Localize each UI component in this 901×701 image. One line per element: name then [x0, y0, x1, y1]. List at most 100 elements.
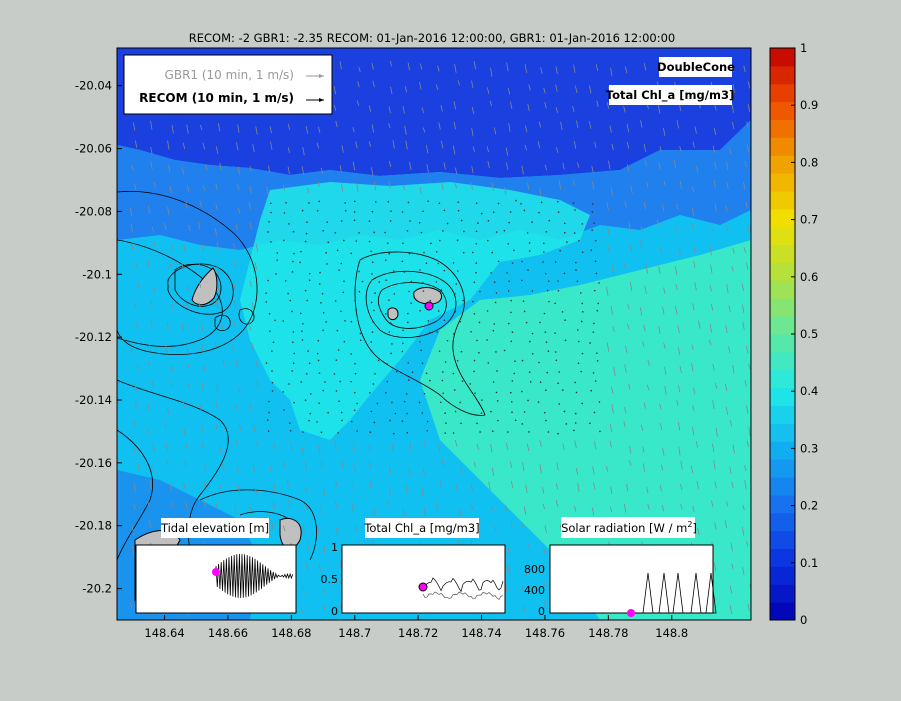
vector-arrow: [320, 505, 323, 514]
vector-dot: [548, 300, 550, 303]
vector-dot: [282, 391, 284, 393]
vector-arrow: [691, 344, 694, 351]
vector-arrow: [544, 525, 547, 533]
vector-dot: [593, 222, 595, 224]
vector-arrow: [133, 503, 136, 510]
vector-arrow: [606, 342, 610, 352]
vector-arrow: [388, 181, 391, 189]
vector-arrow: [730, 542, 733, 552]
vector-arrow: [659, 485, 662, 492]
vector-arrow: [624, 407, 627, 413]
vector-arrow: [543, 87, 546, 94]
vector-dot: [354, 372, 357, 375]
vector-arrow: [712, 400, 715, 409]
vector-arrow: [215, 146, 219, 154]
vector-arrow: [169, 261, 172, 268]
vector-arrow: [505, 147, 509, 156]
vector-dot: [437, 310, 440, 312]
vector-dot: [546, 371, 549, 374]
vector-dot: [545, 419, 547, 422]
vector-dot: [593, 411, 596, 414]
vector-dot: [266, 419, 269, 421]
y-tick-label: -20.2: [82, 582, 112, 596]
vector-dot: [358, 232, 360, 234]
vector-dot: [442, 371, 444, 373]
vector-arrow: [339, 605, 343, 611]
vector-dot: [327, 411, 329, 414]
vector-dot: [475, 230, 478, 233]
tidal-current-marker: [212, 568, 220, 576]
vector-dot: [306, 299, 308, 302]
vector-dot: [358, 270, 360, 273]
vector-arrow: [187, 363, 190, 369]
vector-arrow: [368, 141, 372, 147]
vector-dot: [513, 249, 515, 252]
vector-dot: [443, 319, 446, 322]
vector-arrow: [562, 443, 565, 451]
vector-dot: [580, 370, 583, 373]
vector-arrow: [440, 104, 443, 112]
vector-dot: [320, 302, 322, 304]
vector-arrow: [628, 222, 631, 232]
vector-dot: [291, 271, 294, 273]
vector-arrow: [273, 483, 276, 493]
vector-dot: [299, 261, 301, 264]
vector-dot: [473, 359, 476, 362]
vector-arrow: [322, 587, 326, 593]
vector-dot: [336, 329, 339, 332]
vector-dot: [402, 242, 404, 245]
vector-arrow: [643, 324, 646, 332]
vector-arrow: [306, 541, 310, 551]
vector-dot: [340, 262, 343, 265]
vector-arrow: [626, 164, 630, 172]
vector-arrow: [439, 481, 443, 490]
vector-arrow: [694, 281, 697, 291]
chl-ytick: 0.5: [321, 573, 339, 586]
vector-dot: [445, 422, 447, 424]
vector-arrow: [237, 124, 240, 133]
vector-arrow: [662, 306, 665, 315]
vector-arrow: [454, 183, 458, 189]
vector-arrow: [170, 500, 174, 508]
vector-arrow: [426, 145, 429, 154]
vector-arrow: [282, 525, 286, 532]
colorbar-band: [770, 101, 795, 120]
vector-arrow: [659, 247, 663, 255]
vector-dot: [354, 299, 356, 302]
vector-arrow: [318, 563, 321, 572]
vector-arrow: [639, 307, 643, 316]
vector-dot: [350, 252, 353, 255]
vector-dot: [350, 420, 353, 423]
vector-dot: [472, 300, 474, 303]
vector-arrow: [339, 560, 342, 568]
vector-dot: [390, 210, 392, 213]
vector-dot: [461, 380, 464, 382]
vector-arrow: [539, 440, 542, 447]
vector-arrow: [371, 124, 375, 133]
vector-dot: [384, 313, 387, 315]
vector-arrow: [167, 140, 170, 150]
vector-arrow: [470, 483, 473, 491]
vector-arrow: [219, 445, 222, 454]
vector-dot: [495, 231, 498, 233]
vector-dot: [406, 321, 409, 324]
vector-dot: [475, 271, 477, 274]
inset-solar: Solar radiation [W / m2] 800 400 0: [524, 517, 717, 618]
vector-arrow: [491, 182, 494, 192]
vector-arrow: [725, 406, 729, 416]
vector-dot: [528, 242, 531, 244]
vector-arrow: [134, 183, 137, 190]
vector-dot: [274, 319, 276, 322]
vector-arrow: [576, 120, 579, 128]
vector-arrow: [573, 140, 577, 149]
vector-dot: [394, 412, 397, 415]
vector-arrow: [713, 563, 717, 572]
vector-dot: [316, 421, 318, 423]
vector-dot: [511, 411, 513, 413]
vector-arrow: [747, 225, 750, 232]
vector-arrow: [390, 86, 393, 95]
colorbar-band: [770, 83, 795, 103]
vector-arrow: [725, 383, 728, 392]
solar-series: [631, 572, 717, 614]
vector-arrow: [673, 159, 677, 169]
